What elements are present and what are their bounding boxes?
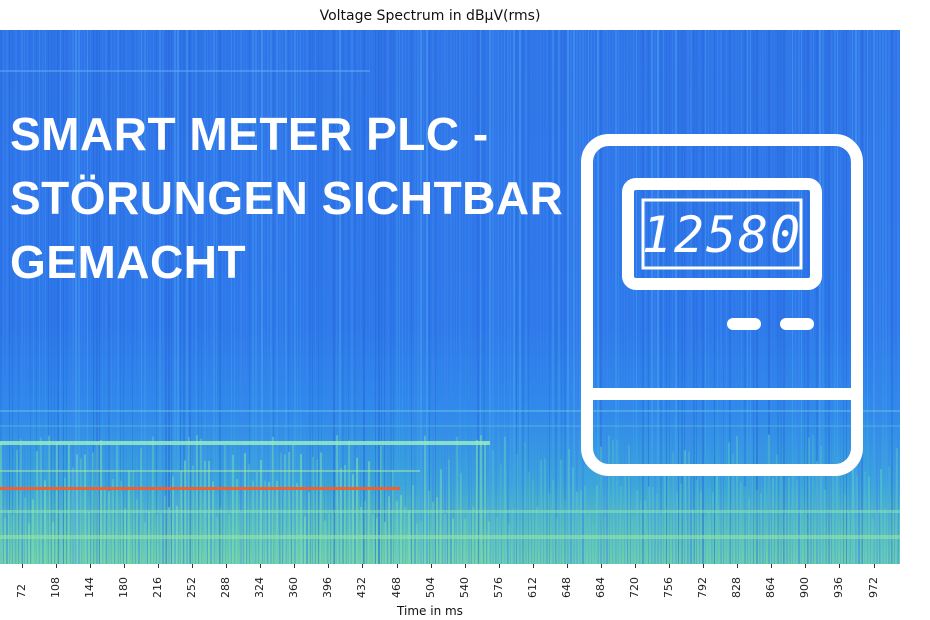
x-tick-label: 900 xyxy=(798,577,812,598)
x-tick-label: 648 xyxy=(559,577,573,598)
headline-line-3: GEMACHT xyxy=(10,236,247,288)
x-tick-label: 180 xyxy=(116,577,130,598)
x-tick-mark xyxy=(600,564,602,568)
x-tick-label: 612 xyxy=(525,577,539,598)
x-axis-label: Time in ms xyxy=(397,604,463,618)
x-tick-label: 972 xyxy=(866,577,880,598)
x-tick-label: 864 xyxy=(764,577,778,598)
x-tick-label: 936 xyxy=(832,577,846,598)
x-tick-mark xyxy=(192,564,194,568)
x-tick-label: 144 xyxy=(82,577,96,598)
x-tick-mark xyxy=(873,564,875,568)
x-tick-label: 252 xyxy=(185,577,199,598)
x-tick-label: 540 xyxy=(457,577,471,598)
headline-line-2: STÖRUNGEN SICHTBAR xyxy=(10,172,564,224)
spectrogram-plot: SMART METER PLC - STÖRUNGEN SICHTBAR GEM… xyxy=(0,30,900,564)
x-tick-mark xyxy=(498,564,500,568)
headline-line-1: SMART METER PLC - xyxy=(10,108,489,160)
x-tick-label: 432 xyxy=(355,577,369,598)
x-tick-mark xyxy=(805,564,807,568)
x-tick-mark xyxy=(532,564,534,568)
x-axis: 72 108 144 180 216 252 288 324 360 396 432 468 504 54… xyxy=(0,564,930,620)
x-tick-mark xyxy=(566,564,568,568)
x-tick-mark xyxy=(635,564,637,568)
x-tick-label: 720 xyxy=(628,577,642,598)
x-tick-mark xyxy=(771,564,773,568)
x-tick-mark xyxy=(328,564,330,568)
x-tick-mark xyxy=(123,564,125,568)
x-tick-label: 396 xyxy=(321,577,335,598)
x-tick-label: 684 xyxy=(593,577,607,598)
x-tick-mark xyxy=(226,564,228,568)
x-tick-mark xyxy=(55,564,57,568)
x-tick-label: 576 xyxy=(491,577,505,598)
smart-meter-icon: 12580 xyxy=(581,134,863,476)
meter-display-value: 12580 xyxy=(642,206,803,264)
x-tick-label: 756 xyxy=(662,577,676,598)
headline: SMART METER PLC - STÖRUNGEN SICHTBAR GEM… xyxy=(10,102,563,294)
chart-title: Voltage Spectrum in dBµV(rms) xyxy=(319,8,541,24)
x-tick-label: 216 xyxy=(151,577,165,598)
x-tick-mark xyxy=(89,564,91,568)
x-tick-mark xyxy=(260,564,262,568)
x-tick-mark xyxy=(464,564,466,568)
x-tick-mark xyxy=(430,564,432,568)
spectrogram-image xyxy=(0,30,900,564)
x-tick-mark xyxy=(362,564,364,568)
x-tick-mark xyxy=(669,564,671,568)
x-tick-label: 324 xyxy=(253,577,267,598)
x-tick-mark xyxy=(737,564,739,568)
x-tick-label: 108 xyxy=(48,577,62,598)
x-tick-label: 504 xyxy=(423,577,437,598)
x-tick-mark xyxy=(396,564,398,568)
x-tick-label: 468 xyxy=(389,577,403,598)
x-tick-label: 360 xyxy=(287,577,301,598)
x-tick-mark xyxy=(21,564,23,568)
x-tick-mark xyxy=(703,564,705,568)
x-tick-label: 792 xyxy=(696,577,710,598)
x-tick-mark xyxy=(294,564,296,568)
x-tick-label: 72 xyxy=(14,584,28,598)
x-tick-mark xyxy=(839,564,841,568)
x-tick-mark xyxy=(158,564,160,568)
x-tick-label: 828 xyxy=(730,577,744,598)
x-tick-label: 288 xyxy=(219,577,233,598)
